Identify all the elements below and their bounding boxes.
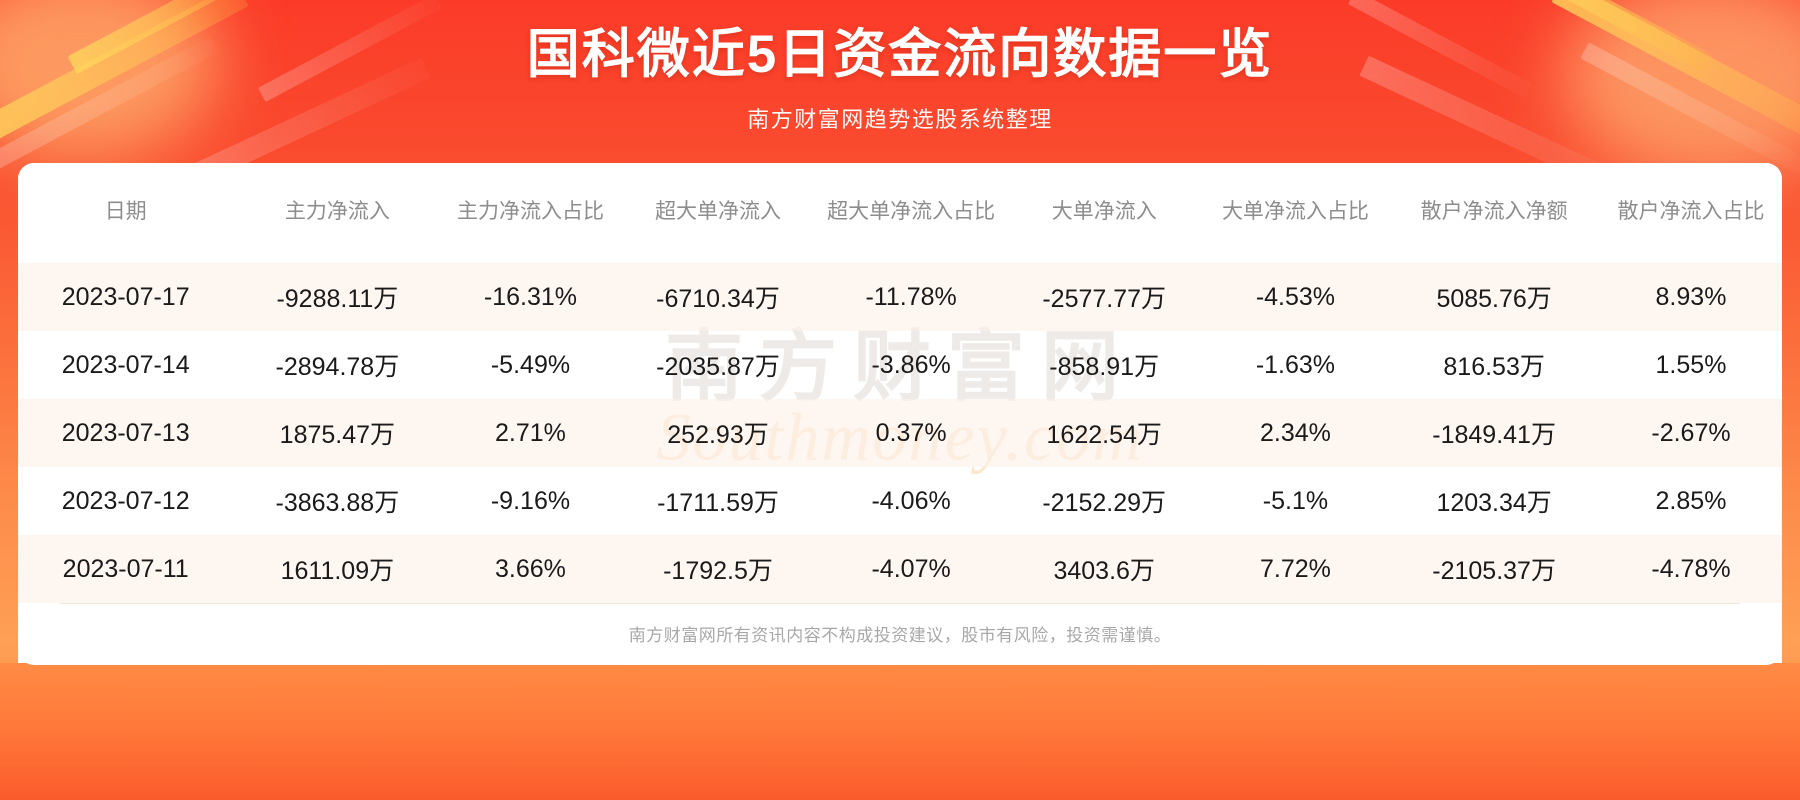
table-row: 2023-07-12 -3863.88万 -9.16% -1711.59万 -4…	[18, 467, 1782, 535]
footer-divider	[60, 603, 1740, 604]
cell-date: 2023-07-13	[18, 399, 234, 467]
cell-large-net-inflow-ratio: -4.53%	[1202, 263, 1389, 331]
column-header-super-large-net-inflow: 超大单净流入	[619, 163, 817, 263]
cell-date: 2023-07-14	[61, 350, 190, 379]
cell-date: 2023-07-11	[18, 535, 234, 603]
cell-super-large-net-inflow: -2035.87万	[656, 353, 780, 381]
table-row: 2023-07-11 1611.09万 3.66% -1792.5万 -4.07…	[18, 535, 1782, 603]
cell-main-net-inflow-ratio: -16.31%	[441, 263, 620, 331]
bottom-gradient-band	[0, 663, 1800, 800]
column-header-large-net-inflow-ratio: 大单净流入占比	[1202, 163, 1389, 263]
fund-flow-table: 日期 主力净流入 主力净流入占比 超大单净流入 超大单净流入占比 大单净流入 大…	[18, 163, 1782, 603]
cell-super-large-net-inflow-ratio: -4.06%	[871, 486, 951, 515]
table-header: 日期 主力净流入 主力净流入占比 超大单净流入 超大单净流入占比 大单净流入 大…	[18, 163, 1782, 263]
poster-header: 国科微近5日资金流向数据一览 南方财富网趋势选股系统整理	[0, 0, 1800, 160]
cell-super-large-net-inflow-ratio: -4.07%	[816, 535, 1006, 603]
column-header-main-net-inflow: 主力净流入	[233, 163, 442, 263]
column-header-large-net-inflow: 大单净流入	[1005, 163, 1203, 263]
cell-main-net-inflow: -2894.78万	[275, 353, 400, 381]
cell-super-large-net-inflow-ratio: -11.78%	[816, 263, 1006, 331]
cell-large-net-inflow-ratio: 7.72%	[1202, 535, 1389, 603]
cell-large-net-inflow-ratio: -5.1%	[1262, 486, 1329, 515]
cell-super-large-net-inflow: -1711.59万	[657, 489, 779, 517]
column-header-date: 日期	[18, 163, 234, 263]
page-subtitle: 南方财富网趋势选股系统整理	[747, 107, 1053, 133]
cell-super-large-net-inflow-ratio: -3.86%	[871, 350, 951, 379]
cell-retail-net-inflow-amount: -2105.37万	[1388, 535, 1600, 603]
cell-main-net-inflow: -9288.11万	[233, 263, 442, 331]
cell-date: 2023-07-17	[18, 263, 234, 331]
cell-retail-net-inflow-amount: 5085.76万	[1388, 263, 1600, 331]
cell-large-net-inflow: -2152.29万	[1042, 489, 1167, 517]
cell-main-net-inflow-ratio: 3.66%	[441, 535, 620, 603]
card-bottom-rounding	[18, 643, 1782, 665]
cell-large-net-inflow-ratio: -1.63%	[1255, 350, 1336, 379]
table-body: 2023-07-17 -9288.11万 -16.31% -6710.34万 -…	[18, 263, 1782, 603]
cell-large-net-inflow: 1622.54万	[1005, 399, 1203, 467]
cell-large-net-inflow-ratio: 2.34%	[1202, 399, 1389, 467]
cell-retail-net-inflow-ratio: 8.93%	[1599, 263, 1782, 331]
cell-large-net-inflow: 3403.6万	[1005, 535, 1203, 603]
cell-large-net-inflow: -858.91万	[1049, 353, 1160, 381]
cell-main-net-inflow: 1875.47万	[233, 399, 442, 467]
cell-retail-net-inflow-amount: -1849.41万	[1388, 399, 1600, 467]
cell-retail-net-inflow-amount: 816.53万	[1443, 353, 1545, 381]
table-row: 2023-07-17 -9288.11万 -16.31% -6710.34万 -…	[18, 263, 1782, 331]
column-header-main-net-inflow-ratio: 主力净流入占比	[441, 163, 620, 263]
column-header-retail-net-inflow-amount: 散户净流入净额	[1388, 163, 1600, 263]
disclaimer-text: 南方财富网所有资讯内容不构成投资建议，股市有风险，投资需谨慎。	[628, 625, 1172, 645]
cell-retail-net-inflow-ratio: 1.55%	[1655, 350, 1727, 379]
cell-super-large-net-inflow-ratio: 0.37%	[816, 399, 1006, 467]
cell-retail-net-inflow-ratio: -4.78%	[1599, 535, 1782, 603]
cell-date: 2023-07-12	[61, 486, 190, 515]
page-title: 国科微近5日资金流向数据一览	[526, 24, 1274, 84]
cell-super-large-net-inflow: -6710.34万	[619, 263, 817, 331]
cell-main-net-inflow-ratio: 2.71%	[441, 399, 620, 467]
table-row: 2023-07-13 1875.47万 2.71% 252.93万 0.37% …	[18, 399, 1782, 467]
cell-super-large-net-inflow: 252.93万	[619, 399, 817, 467]
cell-main-net-inflow: 1611.09万	[233, 535, 442, 603]
header-row: 日期 主力净流入 主力净流入占比 超大单净流入 超大单净流入占比 大单净流入 大…	[18, 163, 1782, 263]
cell-super-large-net-inflow: -1792.5万	[619, 535, 817, 603]
cell-main-net-inflow-ratio: -9.16%	[490, 486, 571, 515]
data-card: 南方财富网 Southmoney.com 日期 主力净流入 主力净流入占比 超大…	[18, 163, 1782, 603]
cell-retail-net-inflow-ratio: 2.85%	[1655, 486, 1727, 515]
cell-large-net-inflow: -2577.77万	[1005, 263, 1203, 331]
column-header-retail-net-inflow-ratio: 散户净流入占比	[1599, 163, 1782, 263]
table-row: 2023-07-14 -2894.78万 -5.49% -2035.87万 -3…	[18, 331, 1782, 399]
cell-main-net-inflow-ratio: -5.49%	[490, 350, 571, 379]
column-header-super-large-net-inflow-ratio: 超大单净流入占比	[816, 163, 1006, 263]
cell-retail-net-inflow-amount: 1203.34万	[1436, 489, 1552, 517]
cell-retail-net-inflow-ratio: -2.67%	[1599, 399, 1782, 467]
cell-main-net-inflow: -3863.88万	[275, 489, 400, 517]
